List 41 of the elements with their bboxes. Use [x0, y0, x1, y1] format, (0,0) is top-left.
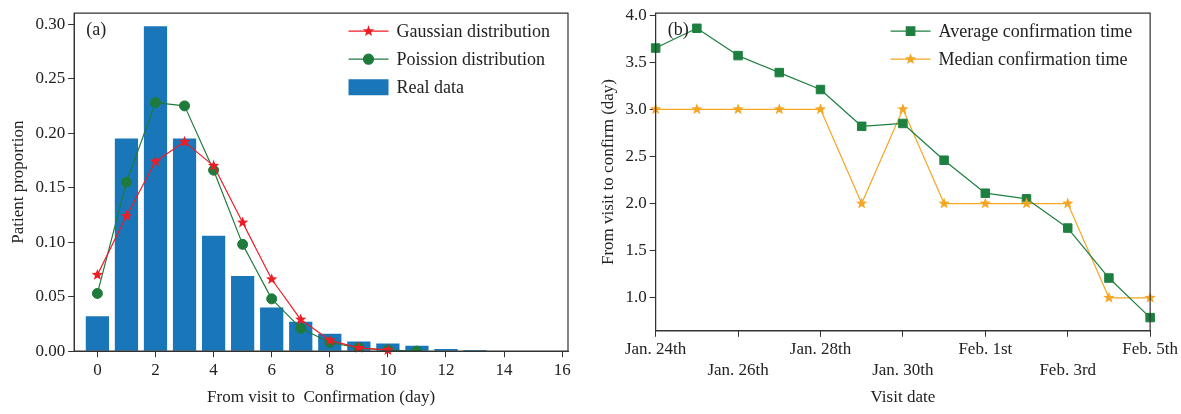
- x-tick-label: 10: [379, 359, 397, 379]
- y-tick-label: 0.20: [35, 122, 66, 142]
- x-tick-label: Jan. 28th: [789, 339, 852, 359]
- x-tick-label: Jan. 24th: [624, 339, 687, 359]
- y-tick-label: 2.5: [625, 145, 647, 165]
- y-tick-label: 0.25: [35, 68, 66, 88]
- x-tick-label: Feb. 5th: [1122, 339, 1179, 359]
- x-tick-label: 12: [437, 359, 455, 379]
- y-tick-label: 4.0: [625, 4, 647, 24]
- x-tick-label: 4: [209, 359, 219, 379]
- x-tick-label: Feb. 3rd: [1039, 359, 1097, 379]
- y-axis-title: Patient proportion: [7, 120, 27, 244]
- legend-label: Median confirmation time: [938, 48, 1128, 69]
- y-tick-label: 1.0: [625, 287, 647, 307]
- y-tick-label: 2.0: [625, 193, 647, 213]
- annotation: (a): [86, 18, 107, 40]
- y-tick-label: 0.10: [35, 231, 66, 251]
- y-tick-label: 1.5: [625, 240, 647, 260]
- x-tick-label: Jan. 30th: [872, 359, 935, 379]
- x-tick-label: 8: [325, 359, 335, 379]
- y-tick-label: 3.0: [625, 98, 647, 118]
- x-axis-title: Visit date: [870, 387, 936, 407]
- x-tick-label: 0: [93, 359, 102, 379]
- y-tick-label: 0.15: [35, 177, 66, 197]
- y-tick-label: 0.05: [35, 286, 66, 306]
- y-axis-title: From visit to confirm (day): [597, 78, 617, 266]
- annotation: (b): [667, 18, 689, 40]
- legend-label: Average confirmation time: [938, 20, 1133, 41]
- legend-label: Real data: [396, 76, 464, 97]
- x-tick-label: 14: [495, 359, 514, 379]
- x-tick-label: Jan. 26th: [707, 359, 770, 379]
- x-tick-label: Feb. 1st: [958, 339, 1013, 359]
- x-tick-label: 2: [151, 359, 160, 379]
- y-tick-label: 0.00: [35, 340, 66, 360]
- legend-label: Gaussian distribution: [396, 20, 551, 41]
- x-tick-label: 16: [553, 359, 571, 379]
- x-tick-label: 6: [267, 359, 276, 379]
- x-axis-title: From visit to Confirmation (day): [207, 387, 436, 407]
- y-tick-label: 0.30: [35, 13, 66, 33]
- legend-label: Poission distribution: [396, 48, 546, 69]
- y-tick-label: 3.5: [625, 51, 647, 71]
